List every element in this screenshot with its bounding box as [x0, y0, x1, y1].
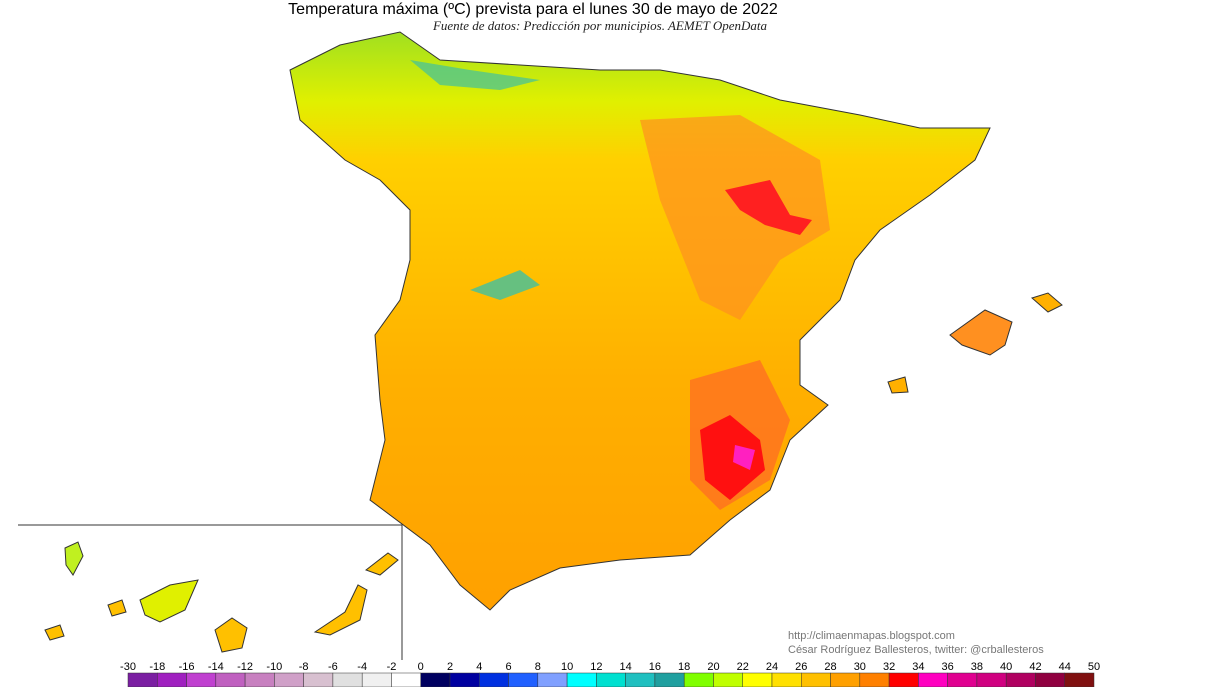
legend-swatch: [888, 672, 919, 687]
legend-tick-label: 14: [620, 661, 632, 673]
legend-swatch: [801, 672, 831, 687]
legend-tick-label: 26: [795, 661, 807, 673]
legend-swatch: [508, 672, 539, 687]
legend-tick-label: -18: [149, 661, 165, 673]
credit-author: César Rodríguez Ballesteros, twitter: @c…: [788, 644, 1044, 656]
legend-tick-label: 34: [912, 661, 924, 673]
legend-tick-label: 0: [418, 661, 424, 673]
legend-tick-label: 12: [590, 661, 602, 673]
legend-tick-label: 50: [1088, 661, 1100, 673]
legend-swatch: [1005, 672, 1036, 687]
legend-tick-label: -16: [179, 661, 195, 673]
legend-tick-label: -12: [237, 661, 253, 673]
legend-tick-label: -6: [328, 661, 338, 673]
legend-tick-label: 44: [1059, 661, 1071, 673]
legend-tick-label: 38: [971, 661, 983, 673]
legend-tick-label: 22: [737, 661, 749, 673]
legend-swatch: [918, 672, 948, 687]
legend-swatch: [771, 672, 802, 687]
legend-swatch: [566, 672, 597, 687]
legend-swatch: [859, 672, 890, 687]
legend-swatch: [449, 672, 480, 687]
balearic-islands: [887, 292, 1063, 394]
legend-swatch: [127, 672, 158, 687]
legend-swatch: [596, 672, 626, 687]
legend-swatch: [303, 672, 334, 687]
legend-swatch: [683, 672, 714, 687]
legend-swatch: [479, 672, 509, 687]
legend-swatch: [742, 672, 773, 687]
legend-tick-label: -14: [208, 661, 224, 673]
credit-url: http://climaenmapas.blogspot.com: [788, 630, 955, 642]
map-title: Temperatura máxima (ºC) prevista para el…: [288, 1, 778, 18]
legend-tick-label: -2: [387, 661, 397, 673]
legend-tick-label: 2: [447, 661, 453, 673]
legend-swatch: [713, 672, 743, 687]
legend-swatch: [215, 672, 246, 687]
legend-swatch: [830, 672, 861, 687]
legend-tick-label: 30: [854, 661, 866, 673]
legend-swatch: [976, 672, 1007, 687]
legend-tick-label: -8: [299, 661, 309, 673]
legend-swatch: [537, 672, 568, 687]
legend-tick-label: 16: [649, 661, 661, 673]
legend-tick-label: -30: [120, 661, 136, 673]
legend-swatch: [391, 672, 421, 687]
legend-tick-label: -4: [357, 661, 367, 673]
legend-tick-label: 20: [707, 661, 719, 673]
legend-tick-label: 42: [1029, 661, 1041, 673]
legend-swatch: [947, 672, 978, 687]
legend-swatch: [625, 672, 656, 687]
legend-swatch: [274, 672, 304, 687]
legend-tick-label: 4: [476, 661, 482, 673]
legend-tick-label: 32: [883, 661, 895, 673]
canary-inset: [18, 524, 403, 660]
legend-tick-label: 8: [535, 661, 541, 673]
legend-swatch: [1064, 672, 1095, 687]
colorbar: -30 -18 -16 -14 -12 -10 -8 -6 -4 -2 0 2 4 6 8 10 12 14 16 1…: [120, 661, 1100, 687]
map-subtitle: Fuente de datos: Predicción por municipi…: [432, 18, 768, 33]
legend-swatch: [654, 672, 685, 687]
legend-swatch: [332, 672, 363, 687]
legend-swatch: [244, 672, 275, 687]
legend-swatch: [1035, 672, 1065, 687]
legend-tick-label: 28: [824, 661, 836, 673]
legend-tick-label: 10: [561, 661, 573, 673]
legend-swatch: [186, 672, 217, 687]
legend-tick-label: 18: [678, 661, 690, 673]
legend-tick-label: -10: [266, 661, 282, 673]
legend-tick-label: 6: [505, 661, 511, 673]
legend-tick-label: 24: [766, 661, 778, 673]
legend-swatch: [157, 672, 187, 687]
legend-tick-label: 40: [1000, 661, 1012, 673]
legend-swatch: [420, 672, 451, 687]
legend-swatch: [361, 672, 392, 687]
peninsula: [289, 31, 991, 611]
legend-tick-label: 36: [942, 661, 954, 673]
